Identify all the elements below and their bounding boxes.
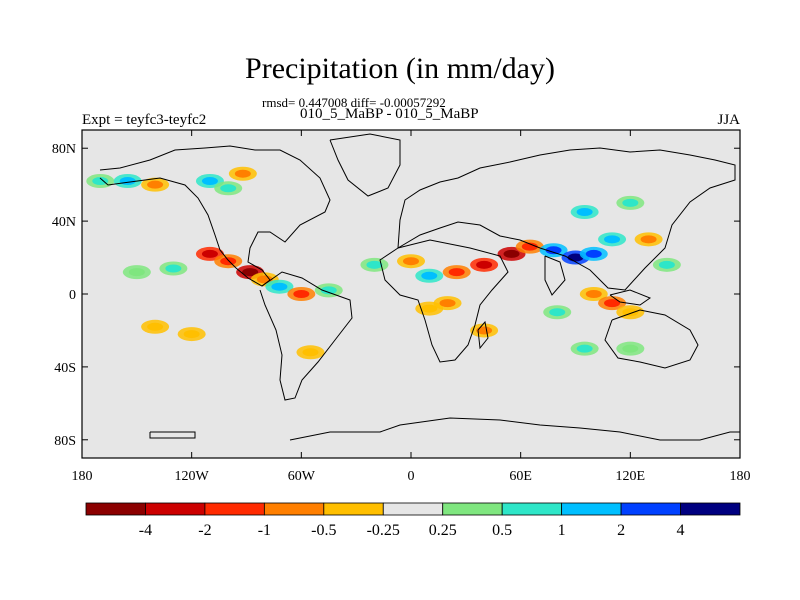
anomaly-region [439, 299, 456, 308]
colorbar-swatch [323, 502, 384, 516]
colorbar-swatch [263, 502, 325, 516]
colorbar-swatch [85, 502, 146, 516]
map-background [82, 130, 740, 458]
anomaly-region [421, 271, 438, 280]
anomaly-region [234, 169, 251, 178]
anomaly-region [521, 242, 538, 251]
lat-tick-label: 40N [52, 215, 76, 230]
experiment-label: Expt = teyfc3-teyfc2 [82, 112, 207, 128]
statistics-text: rmsd= 0.447008 diff= -0.00057292 [262, 95, 446, 110]
anomaly-region [92, 177, 109, 186]
colorbar-swatch [620, 502, 681, 516]
anomaly-region [604, 235, 621, 244]
anomaly-region [320, 286, 337, 295]
colorbar-swatch [145, 502, 206, 516]
anomaly-region [220, 257, 237, 266]
anomaly-region [403, 257, 419, 266]
anomaly-region [622, 344, 639, 353]
colorbar-label: -1 [258, 522, 271, 539]
colorbar-label: -2 [198, 522, 211, 539]
lon-tick-label: 120W [175, 469, 210, 484]
anomaly-region [147, 180, 164, 189]
anomaly-region [503, 249, 520, 258]
colorbar-swatch [680, 502, 741, 516]
colorbar-label: 1 [558, 522, 566, 539]
colorbar-label: -0.5 [311, 522, 336, 539]
anomaly-region [271, 282, 288, 291]
colorbar-label: -0.25 [367, 522, 400, 539]
lon-tick-label: 180 [72, 469, 93, 484]
colorbar-label: 0.5 [492, 522, 512, 539]
colorbar-swatch [561, 502, 622, 516]
anomaly-region [302, 348, 319, 357]
anomaly-region [640, 235, 657, 244]
anomaly-region [242, 268, 259, 277]
anomaly-region [585, 249, 602, 258]
lat-tick-label: 0 [69, 288, 76, 303]
lon-tick-label: 180 [730, 469, 751, 484]
colorbar-label: 4 [677, 522, 685, 539]
anomaly-region [448, 268, 465, 277]
colorbar-swatch [501, 502, 563, 516]
anomaly-region [119, 177, 136, 186]
map-title: Precipitation (in mm/day) [245, 52, 555, 85]
coastlines [99, 133, 740, 441]
anomaly-region [201, 177, 218, 186]
colorbar: -4 -2 -1 -0.5 -0.25 0.25 0.5 1 2 4 [85, 502, 741, 539]
colorbar-swatch [382, 502, 444, 516]
anomaly-region [128, 268, 145, 277]
colorbar-label: 0.25 [429, 522, 457, 539]
longitude-axis: 180 120W 60W 0 60E 120E 180 [72, 130, 751, 484]
latitude-axis: 80N 40N 0 40S 80S [52, 142, 740, 449]
anomaly-region [658, 260, 675, 269]
anomaly-field [86, 166, 681, 360]
anomaly-region [183, 330, 200, 339]
anomaly-region [293, 290, 310, 298]
anomaly-region [201, 249, 218, 258]
anomaly-region [476, 326, 493, 335]
anomaly-region [476, 260, 493, 269]
anomaly-region [165, 264, 182, 273]
anomaly-region [549, 308, 566, 317]
lon-tick-label: 60E [509, 469, 532, 484]
anomaly-region [421, 304, 438, 313]
lat-tick-label: 80N [52, 142, 76, 157]
season-label: JJA [717, 112, 740, 128]
anomaly-region [622, 308, 639, 317]
anomaly-region [545, 246, 562, 255]
lon-tick-label: 120E [616, 469, 646, 484]
anomaly-region [576, 208, 593, 216]
colorbar-swatch [442, 502, 503, 516]
anomaly-region [585, 290, 602, 298]
anomaly-region [366, 260, 383, 269]
lon-tick-label: 60W [288, 469, 316, 484]
anomaly-region [622, 198, 639, 207]
lat-tick-label: 80S [54, 434, 76, 449]
anomaly-region [220, 184, 237, 193]
anomaly-region [576, 344, 593, 353]
anomaly-region [604, 299, 621, 308]
colorbar-swatch [204, 502, 265, 516]
colorbar-label: 2 [617, 522, 625, 539]
lat-tick-label: 40S [54, 361, 76, 376]
lon-tick-label: 0 [408, 469, 415, 484]
anomaly-region [147, 322, 164, 331]
experiment-subtitle: 010_5_MaBP - 010_5_MaBP [300, 106, 479, 122]
colorbar-label: -4 [139, 522, 152, 539]
